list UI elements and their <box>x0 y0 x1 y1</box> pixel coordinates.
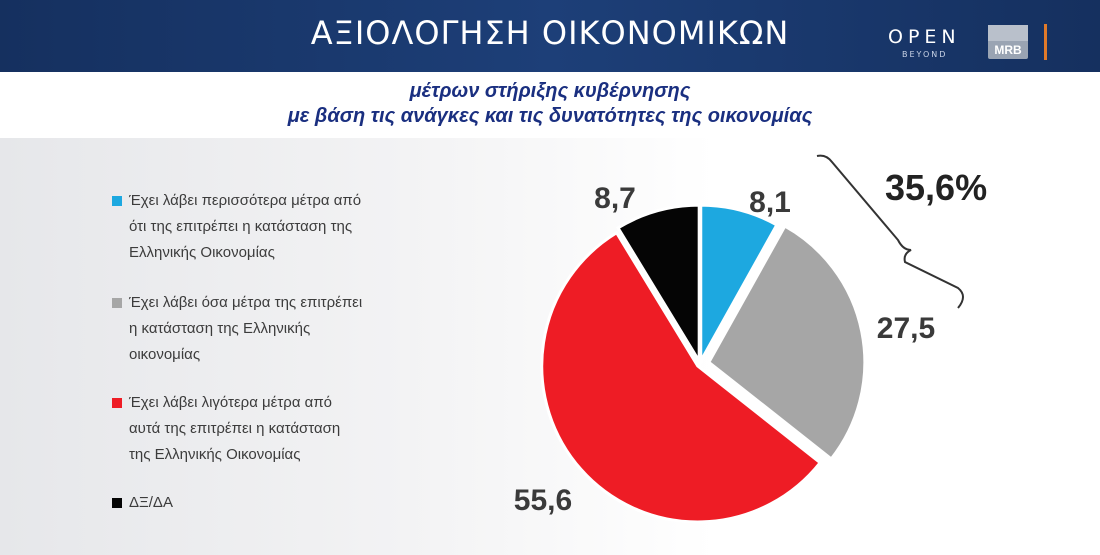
legend-line: Έχει λάβει περισσότερα μέτρα από <box>129 192 362 209</box>
legend-item-more: Έχει λάβει περισσότερα μέτρα από ότι της… <box>112 188 452 266</box>
legend-swatch <box>112 196 122 206</box>
legend-line: Έχει λάβει όσα μέτρα της επιτρέπει <box>129 294 363 311</box>
pie-slice-less <box>540 230 823 524</box>
mrb-logo-text: MRB <box>994 43 1022 57</box>
legend-line: αυτά της επιτρέπει η κατάσταση <box>129 420 341 437</box>
legend-swatch <box>112 298 122 308</box>
pie-value-label: 8,1 <box>749 186 791 219</box>
legend-item-less: Έχει λάβει λιγότερα μέτρα από αυτά της ε… <box>112 390 452 468</box>
legend-line: ΔΞ/ΔΑ <box>129 494 173 511</box>
pie-slice-dk-na <box>615 203 701 367</box>
bracket-annotation <box>816 154 964 309</box>
legend-item-dk-na: ΔΞ/ΔΑ <box>112 490 452 516</box>
legend-line: Ελληνικής Οικονομίας <box>129 244 275 261</box>
legend-line: η κατάσταση της Ελληνικής <box>129 320 311 337</box>
legend-line: οικονομίας <box>129 346 201 363</box>
legend-item-same: Έχει λάβει όσα μέτρα της επιτρέπει η κατ… <box>112 290 452 368</box>
mrb-logo: MRB <box>988 25 1028 59</box>
pie-value-label: 55,6 <box>514 484 572 517</box>
open-beyond-logo: BEYOND <box>902 50 948 59</box>
legend-line: της Ελληνικής Οικονομίας <box>129 446 301 463</box>
pie-labels: 8,1 27,5 55,6 8,7 <box>514 182 935 517</box>
pie-value-label: 8,7 <box>594 182 636 215</box>
legend-swatch <box>112 398 122 408</box>
header-title: ΑΞΙΟΛΟΓΗΣΗ ΟΙΚΟΝΟΜΙΚΩΝ <box>310 14 790 52</box>
pie-slice-more <box>699 203 779 367</box>
chart-legend: Έχει λάβει περισσότερα μέτρα από ότι της… <box>112 188 452 516</box>
legend-line: Έχει λάβει λιγότερα μέτρα από <box>129 394 333 411</box>
pie-value-label: 27,5 <box>877 312 935 345</box>
logo-divider <box>1044 24 1047 60</box>
pie-chart: 8,1 27,5 55,6 8,7 35,6% <box>514 154 987 524</box>
pie-slices <box>540 203 867 524</box>
subtitle-line-1: μέτρων στήριξης κυβέρνησης <box>409 80 691 102</box>
pie-slice-same <box>706 224 867 462</box>
open-logo: OPEN <box>888 26 961 48</box>
legend-swatch <box>112 498 122 508</box>
sum-annotation-label: 35,6% <box>885 167 987 208</box>
legend-line: ότι της επιτρέπει η κατάσταση της <box>129 218 353 235</box>
chart-subtitle: μέτρων στήριξης κυβέρνησης με βάση τις α… <box>0 79 1100 129</box>
header-bar: ΑΞΙΟΛΟΓΗΣΗ ΟΙΚΟΝΟΜΙΚΩΝ OPEN BEYOND MRB <box>0 0 1100 72</box>
subtitle-line-2: με βάση τις ανάγκες και τις δυνατότητες … <box>287 105 813 127</box>
